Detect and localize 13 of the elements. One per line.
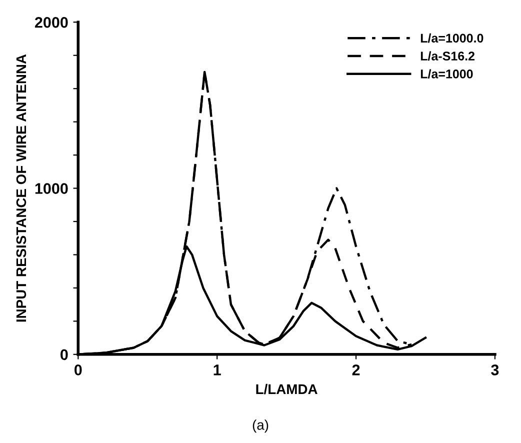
x-tick-label: 0 [74, 364, 82, 376]
y-tick-label: 0 [60, 349, 68, 360]
legend-label: L/a=1000 [420, 69, 473, 79]
x-axis-title: L/LAMDA [256, 384, 318, 394]
x-tick-label: 3 [491, 364, 499, 376]
x-tick-label: 1 [214, 364, 221, 376]
y-axis-title: INPUT RESISTANCE OF WIRE ANTENNA [16, 54, 26, 322]
x-tick-label: 2 [352, 364, 360, 376]
y-tick-label: 2000 [34, 17, 68, 28]
legend-label: L/a=1000.0 [420, 33, 484, 43]
y-tick-label: 1000 [35, 183, 68, 194]
text: (a) [252, 420, 268, 433]
legend-label: L/a-S16.2 [420, 51, 474, 61]
